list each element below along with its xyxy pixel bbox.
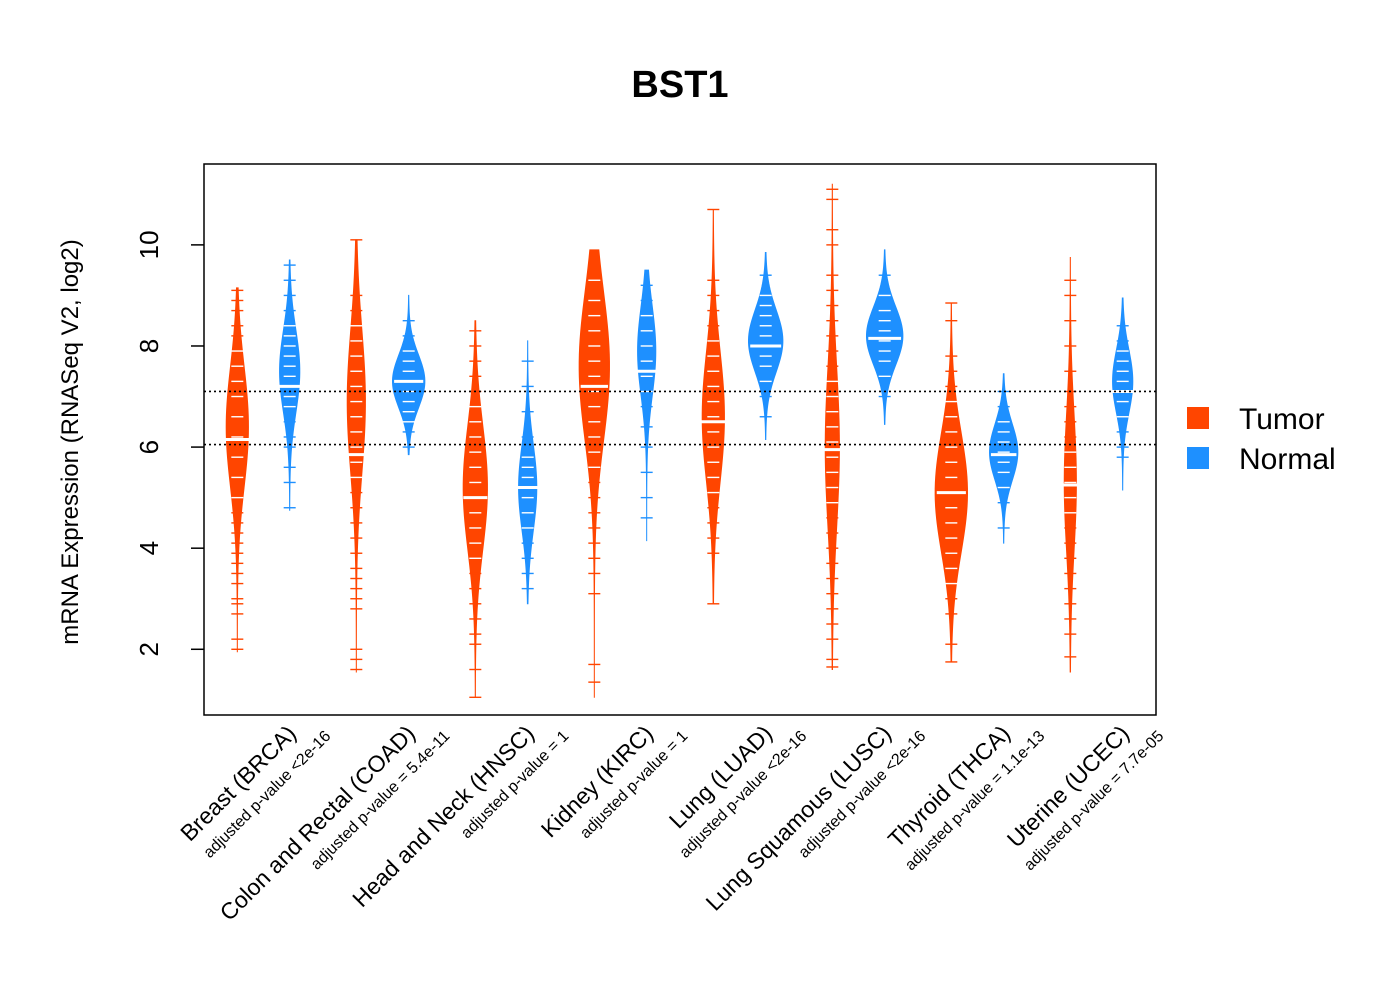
legend-label-normal: Normal [1239, 443, 1336, 476]
reference-lines [204, 390, 1156, 446]
y-axis: 2 4 6 8 10 [134, 230, 204, 657]
tumor-bean [1063, 257, 1077, 673]
normal-bean [1112, 297, 1134, 491]
y-tick-label: 2 [134, 642, 164, 656]
plot-frame [203, 163, 1157, 716]
category-group [462, 320, 540, 699]
category-group [820, 183, 904, 671]
tumor-bean [701, 208, 725, 605]
category-group [578, 249, 659, 698]
legend-swatch-tumor [1187, 407, 1209, 429]
y-axis-label: mRNA Expression (RNASeq V2, log2) [57, 239, 84, 645]
tumor-bean [462, 320, 488, 698]
chart-title: BST1 [631, 64, 728, 106]
category-group [934, 302, 1019, 663]
legend-label-tumor: Tumor [1239, 403, 1325, 436]
y-tick-label: 6 [134, 440, 164, 454]
tumor-bean [578, 249, 610, 698]
category-group [225, 259, 302, 653]
y-tick-label: 10 [134, 230, 164, 259]
y-tick-label: 8 [134, 339, 164, 353]
legend: Tumor Normal [1187, 403, 1336, 476]
tumor-bean [225, 287, 249, 653]
normal-bean [989, 373, 1019, 544]
tumor-bean [934, 302, 968, 663]
normal-bean [637, 269, 657, 542]
x-axis-labels: Breast (BRCA)adjusted p-value <2e-16Colo… [175, 720, 1167, 925]
normal-bean [392, 294, 426, 456]
normal-bean [518, 340, 538, 605]
y-tick-label: 4 [134, 541, 164, 555]
beans-layer [225, 183, 1135, 699]
category-group [701, 208, 784, 605]
legend-swatch-normal [1187, 447, 1209, 469]
category-group [344, 239, 426, 673]
category-group [1058, 257, 1135, 673]
